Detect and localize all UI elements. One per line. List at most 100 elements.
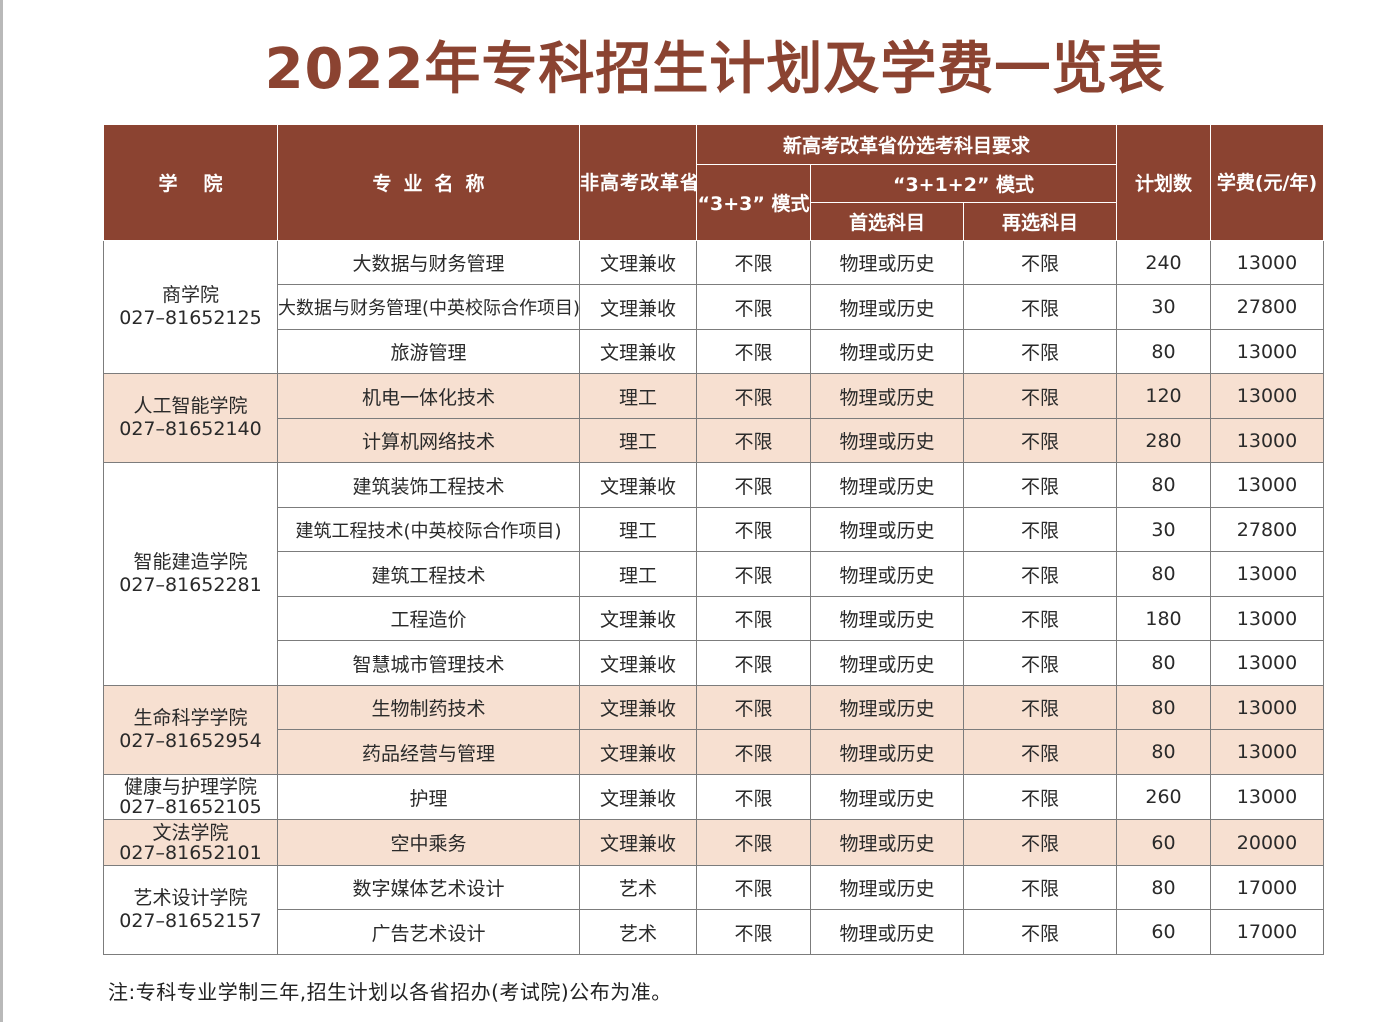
fee-cell: 13000 [1210,328,1324,375]
major-cell: 广告艺术设计 [277,909,580,955]
second-subject-cell: 不限 [963,239,1117,286]
first-subject-cell: 物理或历史 [810,819,964,866]
second-subject-cell: 不限 [963,729,1117,775]
mode-3-3-cell: 不限 [696,595,811,642]
type-cell: 艺术 [579,909,697,955]
first-subject-cell: 物理或历史 [810,462,964,508]
plan-cell: 60 [1116,819,1211,866]
fee-cell: 13000 [1210,773,1324,821]
fee-cell: 13000 [1210,640,1324,686]
header-major: 专业名称 [277,124,580,241]
plan-cell: 260 [1116,773,1211,821]
major-cell: 计算机网络技术 [277,417,580,464]
type-cell: 理工 [579,551,697,597]
college-name: 文法学院 [152,821,229,844]
major-cell: 大数据与财务管理(中英校际合作项目) [277,284,580,330]
college-phone: 027–81652101 [119,841,262,864]
first-subject-cell: 物理或历史 [810,684,964,731]
mode-3-3-cell: 不限 [696,773,811,821]
type-cell: 文理兼收 [579,284,697,330]
first-subject-cell: 物理或历史 [810,373,964,419]
fee-cell: 13000 [1210,551,1324,597]
mode-3-3-cell: 不限 [696,506,811,553]
fee-cell: 13000 [1210,239,1324,286]
mode-3-3-cell: 不限 [696,417,811,464]
plan-cell: 80 [1116,551,1211,597]
college-cell: 健康与护理学院 027–81652105 [103,773,278,821]
major-cell: 工程造价 [277,595,580,642]
college-phone: 027–81652157 [119,909,262,932]
plan-cell: 60 [1116,909,1211,955]
second-subject-cell: 不限 [963,417,1117,464]
major-cell: 药品经营与管理 [277,729,580,775]
plan-cell: 240 [1116,239,1211,286]
header-first-subject: 首选科目 [810,202,964,241]
second-subject-cell: 不限 [963,462,1117,508]
first-subject-cell: 物理或历史 [810,773,964,821]
major-cell: 护理 [277,773,580,821]
second-subject-cell: 不限 [963,373,1117,419]
college-name: 人工智能学院 [133,395,248,418]
plan-cell: 280 [1116,417,1211,464]
mode-3-3-cell: 不限 [696,462,811,508]
college-phone: 027–81652105 [119,796,262,819]
first-subject-cell: 物理或历史 [810,640,964,686]
college-name: 智能建造学院 [133,551,248,574]
fee-cell: 13000 [1210,417,1324,464]
major-cell: 大数据与财务管理 [277,239,580,286]
mode-3-3-cell: 不限 [696,864,811,911]
first-subject-cell: 物理或历史 [810,239,964,286]
major-cell: 智慧城市管理技术 [277,640,580,686]
page-title: 2022年专科招生计划及学费一览表 [264,37,1166,102]
college-name: 生命科学学院 [133,706,248,729]
major-cell: 旅游管理 [277,328,580,375]
header-plan-count: 计划数 [1116,124,1211,241]
type-cell: 文理兼收 [579,729,697,775]
mode-3-3-cell: 不限 [696,909,811,955]
college-cell: 人工智能学院 027–81652140 [103,373,278,464]
fee-cell: 27800 [1210,506,1324,553]
fee-cell: 17000 [1210,909,1324,955]
mode-3-3-cell: 不限 [696,819,811,866]
fee-cell: 27800 [1210,284,1324,330]
first-subject-cell: 物理或历史 [810,864,964,911]
type-cell: 理工 [579,417,697,464]
second-subject-cell: 不限 [963,506,1117,553]
major-cell: 空中乘务 [277,819,580,866]
major-cell: 数字媒体艺术设计 [277,864,580,911]
header-non-gaokao-type: 非高考改革省份科类 [579,124,697,241]
plan-cell: 180 [1116,595,1211,642]
major-cell: 机电一体化技术 [277,373,580,419]
mode-3-3-cell: 不限 [696,284,811,330]
plan-cell: 80 [1116,729,1211,775]
mode-3-3-cell: 不限 [696,239,811,286]
college-cell: 智能建造学院 027–81652281 [103,462,278,686]
type-cell: 文理兼收 [579,684,697,731]
header-mode-3-1-2: “3+1+2” 模式 [810,164,1117,203]
second-subject-cell: 不限 [963,864,1117,911]
college-phone: 027–81652125 [119,307,262,330]
type-cell: 文理兼收 [579,595,697,642]
header-mode-3-3: “3+3” 模式 [696,164,811,241]
mode-3-3-cell: 不限 [696,373,811,419]
mode-3-3-cell: 不限 [696,729,811,775]
first-subject-cell: 物理或历史 [810,417,964,464]
type-cell: 文理兼收 [579,462,697,508]
first-subject-cell: 物理或历史 [810,551,964,597]
plan-cell: 30 [1116,506,1211,553]
header-college: 学院 [103,124,278,241]
second-subject-cell: 不限 [963,819,1117,866]
second-subject-cell: 不限 [963,909,1117,955]
major-cell: 建筑装饰工程技术 [277,462,580,508]
college-cell: 艺术设计学院 027–81652157 [103,864,278,956]
fee-cell: 13000 [1210,373,1324,419]
college-phone: 027–81652954 [119,729,262,752]
second-subject-cell: 不限 [963,284,1117,330]
major-cell: 建筑工程技术(中英校际合作项目) [277,506,580,553]
enrollment-plan-table: 学院 专业名称 非高考改革省份科类 新高考改革省份选考科目要求 计划数 学费(元… [103,124,1324,956]
type-cell: 艺术 [579,864,697,911]
major-cell: 建筑工程技术 [277,551,580,597]
plan-cell: 80 [1116,640,1211,686]
type-cell: 文理兼收 [579,640,697,686]
second-subject-cell: 不限 [963,773,1117,821]
